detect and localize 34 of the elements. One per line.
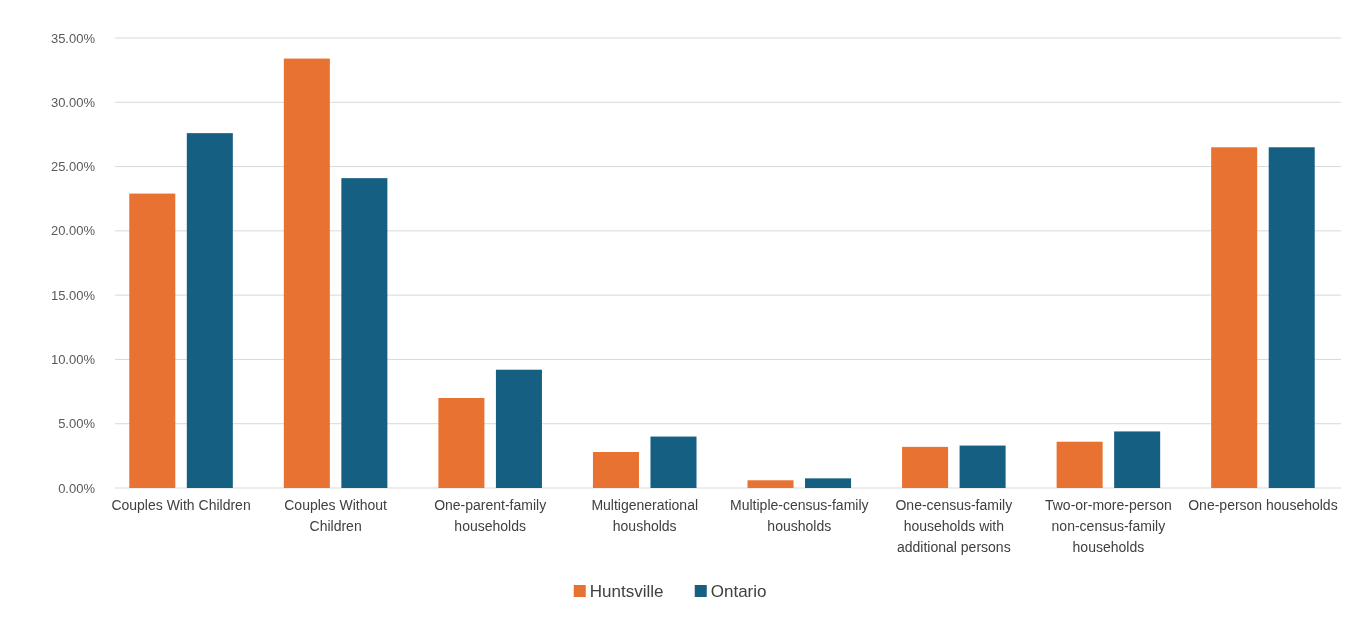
bar (959, 445, 1006, 488)
bar (650, 436, 697, 488)
bar (1268, 147, 1315, 488)
y-tick-label: 10.00% (50, 351, 96, 367)
bar (902, 446, 949, 488)
bar (438, 398, 485, 488)
y-tick-label: 25.00% (50, 159, 96, 175)
x-tick-label: Two-or-more-person non-census-family households (1044, 497, 1172, 555)
bar (747, 480, 794, 488)
bar (805, 478, 852, 488)
bar (495, 369, 542, 488)
bar (283, 58, 330, 488)
x-tick-label: One-parent-family households (434, 497, 547, 534)
y-tick-label: 15.00% (50, 287, 96, 303)
x-tick-label: Multiple-census-family housholds (730, 497, 869, 534)
bar (592, 452, 639, 488)
y-tick-label: 20.00% (50, 223, 96, 239)
bar (1114, 431, 1161, 488)
bar (129, 193, 176, 488)
x-tick-label: Couples With Children (111, 497, 251, 513)
y-tick-label: 30.00% (50, 94, 96, 110)
x-tick-label: Multigenerational housholds (591, 497, 699, 534)
x-tick-label: Couples Without Children (284, 497, 388, 534)
legend-label: Ontario (710, 581, 767, 601)
y-tick-label: 0.00% (58, 480, 96, 496)
bar (341, 178, 388, 488)
x-tick-label: One-person households (1188, 497, 1338, 513)
bar (1056, 441, 1103, 488)
bar (186, 133, 233, 488)
y-tick-label: 5.00% (58, 416, 96, 432)
y-tick-label: 35.00% (50, 30, 96, 46)
legend-label: Huntsville (589, 581, 664, 601)
bar (1211, 147, 1258, 488)
x-tick-label: One-census-family households with additional persons (895, 497, 1013, 555)
